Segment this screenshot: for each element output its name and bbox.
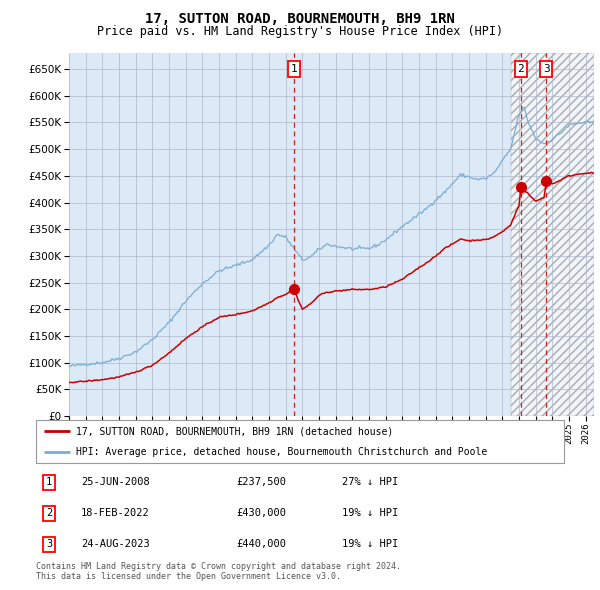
Text: HPI: Average price, detached house, Bournemouth Christchurch and Poole: HPI: Average price, detached house, Bour… [76, 447, 487, 457]
Bar [511, 53, 594, 416]
Text: 19% ↓ HPI: 19% ↓ HPI [342, 539, 398, 549]
Text: £430,000: £430,000 [236, 509, 287, 518]
Text: 3: 3 [46, 539, 52, 549]
Text: 1: 1 [290, 64, 297, 74]
Text: 2: 2 [46, 509, 52, 518]
Text: 17, SUTTON ROAD, BOURNEMOUTH, BH9 1RN (detached house): 17, SUTTON ROAD, BOURNEMOUTH, BH9 1RN (d… [76, 427, 393, 436]
Text: Price paid vs. HM Land Registry's House Price Index (HPI): Price paid vs. HM Land Registry's House … [97, 25, 503, 38]
Text: 1: 1 [46, 477, 52, 487]
Text: 19% ↓ HPI: 19% ↓ HPI [342, 509, 398, 518]
Text: £237,500: £237,500 [236, 477, 287, 487]
Text: 27% ↓ HPI: 27% ↓ HPI [342, 477, 398, 487]
Text: This data is licensed under the Open Government Licence v3.0.: This data is licensed under the Open Gov… [36, 572, 341, 581]
Text: 2: 2 [518, 64, 524, 74]
Text: Contains HM Land Registry data © Crown copyright and database right 2024.: Contains HM Land Registry data © Crown c… [36, 562, 401, 571]
Text: 3: 3 [543, 64, 550, 74]
Text: 25-JUN-2008: 25-JUN-2008 [81, 477, 149, 487]
Text: 18-FEB-2022: 18-FEB-2022 [81, 509, 149, 518]
Text: 17, SUTTON ROAD, BOURNEMOUTH, BH9 1RN: 17, SUTTON ROAD, BOURNEMOUTH, BH9 1RN [145, 12, 455, 26]
Bar [511, 53, 594, 416]
FancyBboxPatch shape [36, 420, 564, 463]
Text: £440,000: £440,000 [236, 539, 287, 549]
Text: 24-AUG-2023: 24-AUG-2023 [81, 539, 149, 549]
